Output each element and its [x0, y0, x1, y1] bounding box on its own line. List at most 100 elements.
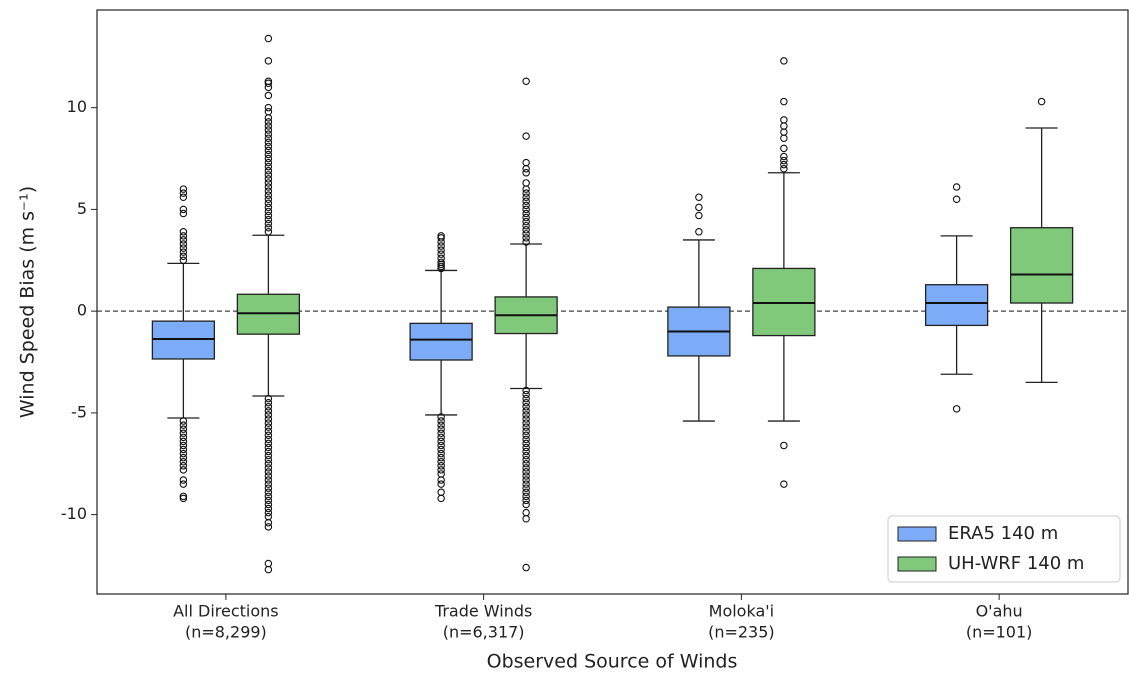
- flier: [522, 238, 530, 246]
- flier: [179, 462, 188, 470]
- flier: [179, 449, 188, 458]
- flier: [179, 433, 188, 442]
- box: [924, 284, 989, 327]
- flier: [264, 468, 273, 476]
- flier: [522, 403, 530, 411]
- flier: [522, 158, 530, 167]
- x-tick-label: (n=101): [966, 623, 1033, 642]
- y-axis-label: Wind Speed Bias (m s⁻¹): [17, 186, 39, 418]
- flier: [437, 429, 445, 437]
- flier: [264, 447, 273, 456]
- flier: [264, 142, 273, 151]
- flier: [264, 523, 273, 531]
- y-tick-label: -5: [71, 402, 87, 421]
- x-axis-label: Observed Source of Winds: [487, 651, 738, 673]
- x-tick-label: Trade Winds: [434, 602, 532, 621]
- flier: [264, 183, 273, 191]
- flier: [179, 437, 188, 446]
- box-group: [151, 185, 216, 503]
- flier: [780, 160, 788, 169]
- flier: [264, 130, 273, 138]
- flier: [264, 57, 273, 65]
- flier: [264, 512, 273, 521]
- flier: [522, 77, 530, 85]
- flier: [264, 455, 273, 464]
- flier: [264, 508, 273, 517]
- flier: [179, 193, 188, 201]
- flier: [264, 480, 273, 488]
- flier: [264, 211, 273, 220]
- flier: [695, 203, 703, 212]
- flier: [522, 234, 530, 242]
- flier: [264, 195, 273, 203]
- flier: [780, 116, 788, 124]
- flier: [264, 423, 273, 431]
- flier: [264, 398, 273, 407]
- flier: [264, 476, 273, 484]
- flier: [522, 226, 530, 234]
- flier: [264, 118, 273, 126]
- flier: [522, 179, 530, 187]
- flier: [437, 480, 445, 488]
- box-group: [409, 232, 473, 503]
- flier: [780, 122, 788, 130]
- flier: [264, 451, 273, 460]
- flier: [179, 425, 188, 433]
- flier: [522, 468, 530, 476]
- box-group: [494, 77, 558, 572]
- flier: [179, 417, 188, 425]
- flier: [179, 205, 188, 214]
- flier: [264, 492, 273, 501]
- flier: [437, 466, 445, 474]
- flier: [179, 256, 188, 265]
- box: [1009, 227, 1074, 304]
- flier: [522, 460, 530, 468]
- flier: [437, 462, 445, 470]
- flier: [264, 488, 273, 497]
- flier: [179, 494, 188, 503]
- flier: [437, 246, 445, 254]
- flier: [780, 152, 788, 161]
- flier: [264, 472, 273, 480]
- x-tick-label: (n=235): [708, 623, 775, 642]
- flier: [695, 211, 703, 220]
- flier: [264, 158, 273, 167]
- flier: [780, 128, 788, 136]
- flier: [264, 79, 273, 88]
- flier: [264, 34, 273, 43]
- flier: [522, 476, 530, 484]
- flier: [179, 185, 188, 193]
- flier: [264, 150, 273, 159]
- flier: [522, 164, 530, 173]
- flier: [522, 472, 530, 480]
- flier: [179, 441, 188, 450]
- box: [236, 293, 301, 335]
- flier: [264, 207, 273, 216]
- flier: [437, 433, 445, 442]
- flier: [179, 240, 188, 248]
- flier: [522, 398, 530, 407]
- flier: [437, 494, 445, 503]
- flier: [522, 496, 530, 505]
- flier: [780, 134, 788, 142]
- flier: [522, 488, 530, 497]
- flier: [179, 476, 188, 484]
- flier: [522, 427, 530, 435]
- flier: [437, 234, 445, 242]
- flier: [437, 258, 445, 267]
- flier: [522, 407, 530, 415]
- legend-swatch: [897, 526, 937, 542]
- flier: [522, 390, 530, 399]
- flier: [522, 508, 530, 517]
- flier: [437, 417, 445, 425]
- flier: [437, 425, 445, 433]
- flier: [264, 191, 273, 199]
- flier: [179, 453, 188, 462]
- plot-frame: [96, 9, 1129, 595]
- flier: [522, 230, 530, 238]
- flier: [522, 213, 530, 222]
- flier: [780, 480, 788, 488]
- flier: [264, 134, 273, 142]
- box-group: [236, 34, 301, 574]
- box: [752, 267, 816, 337]
